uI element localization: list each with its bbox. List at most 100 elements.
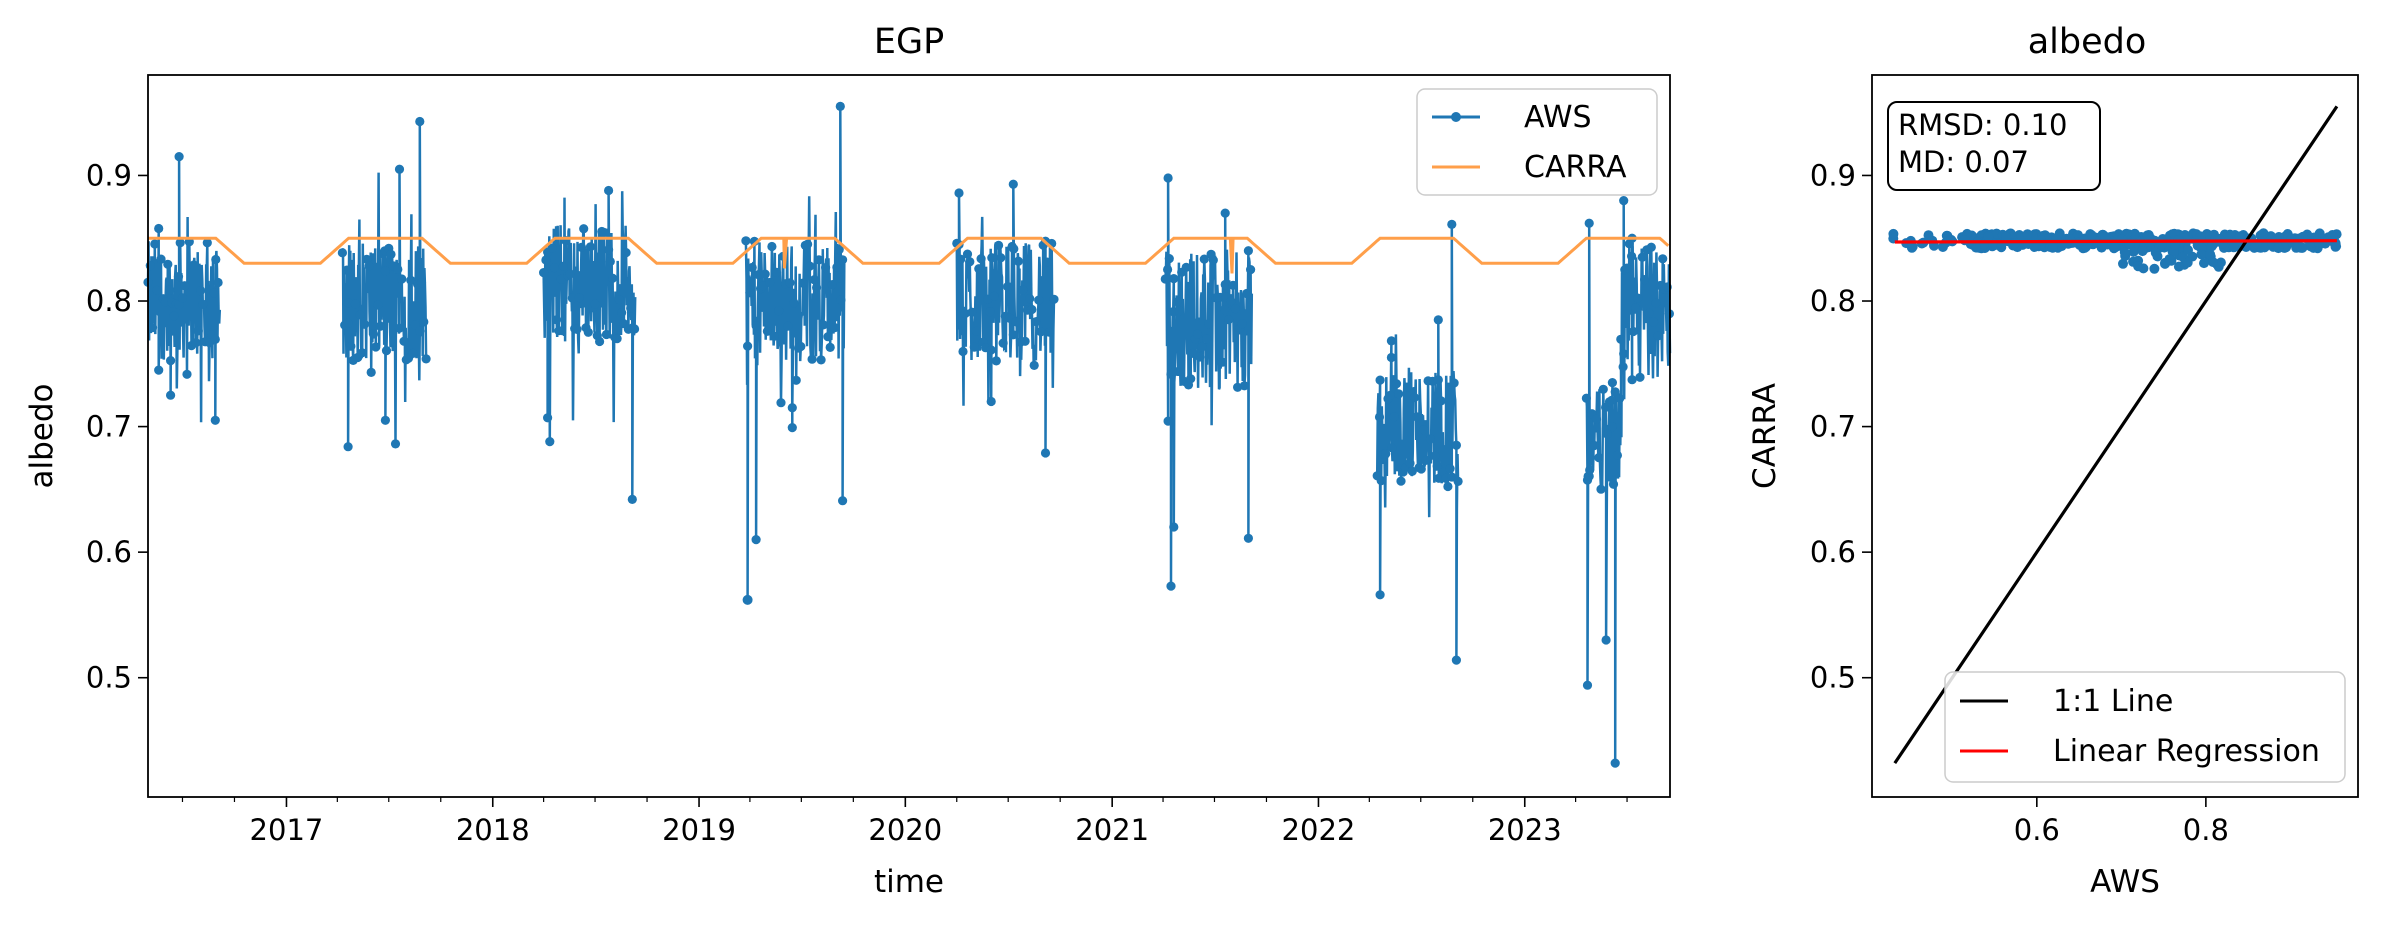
aws-data-point	[832, 262, 842, 272]
aws-data-point	[1628, 326, 1638, 337]
aws-data-point	[211, 254, 221, 265]
scatter-point	[2022, 229, 2033, 240]
scatter-point	[2047, 242, 2058, 253]
aws-data-point	[1607, 395, 1617, 405]
y-tick-label: 0.6	[1810, 535, 1856, 569]
aws-data-point	[565, 269, 575, 279]
legend-regression-label: Linear Regression	[2053, 734, 2320, 769]
aws-data-point	[751, 535, 761, 545]
aws-data-point	[1584, 218, 1594, 228]
aws-data-point	[834, 245, 844, 255]
aws-data-point	[605, 256, 615, 267]
scatter-point	[2001, 232, 2012, 242]
aws-data-point	[1169, 274, 1179, 284]
aws-data-point	[1453, 476, 1463, 486]
aws-data-point	[1226, 296, 1236, 306]
aws-data-point	[1160, 274, 1170, 284]
aws-data-point	[1443, 481, 1453, 492]
aws-data-point	[1169, 522, 1179, 532]
aws-data-point	[182, 369, 192, 379]
aws-data-point	[364, 261, 374, 271]
aws-data-point	[547, 243, 557, 253]
aws-data-point	[1172, 297, 1182, 307]
aws-data-point	[373, 300, 383, 310]
stats-box-frame	[1887, 101, 2101, 191]
aws-data-point	[954, 188, 964, 198]
aws-data-point	[1607, 421, 1617, 432]
aws-data-point	[816, 355, 826, 365]
aws-data-point	[355, 310, 365, 320]
scatter-point	[1983, 231, 1994, 242]
aws-data-point	[342, 265, 352, 275]
aws-data-point	[745, 288, 755, 298]
aws-data-point	[627, 494, 637, 504]
x-axis-label-left: time	[874, 864, 944, 900]
aws-data-point	[827, 280, 838, 290]
aws-data-point	[787, 403, 797, 413]
scatter-point	[2149, 263, 2160, 274]
aws-data-point	[1396, 476, 1406, 486]
aws-data-point	[630, 324, 640, 334]
aws-data-point	[1385, 390, 1395, 400]
aws-data-point	[814, 255, 824, 265]
aws-data-point	[818, 320, 829, 330]
x-tick-label: 2017	[250, 813, 324, 847]
aws-data-point	[371, 342, 381, 352]
x-tick-label: 2023	[1488, 813, 1562, 847]
aws-data-point	[617, 308, 627, 318]
aws-data-point	[1598, 384, 1608, 394]
aws-data-point	[346, 341, 356, 351]
scatter-point	[2259, 242, 2270, 253]
aws-data-point	[825, 342, 835, 352]
aws-data-point	[1445, 464, 1455, 474]
aws-data-point	[549, 263, 560, 273]
aws-data-point	[762, 326, 773, 336]
aws-data-point	[785, 278, 795, 288]
x-axis-label-right: AWS	[2090, 864, 2160, 900]
aws-data-point	[539, 268, 549, 278]
aws-data-point	[1034, 295, 1044, 305]
aws-data-point	[1018, 285, 1028, 295]
legend-aws-label: AWS	[1524, 100, 1592, 135]
right-axes-frame	[1871, 74, 2359, 798]
aws-data-point	[174, 152, 184, 162]
aws-data-point	[1202, 334, 1212, 344]
y-axis-label-left: albedo	[24, 383, 60, 488]
legend-left: AWS CARRA	[1416, 88, 1658, 196]
aws-data-point	[1386, 336, 1396, 346]
aws-data-point	[1610, 387, 1620, 397]
scatter-point	[2206, 241, 2217, 252]
chart-title-left: EGP	[874, 22, 944, 62]
aws-data-point	[1031, 317, 1041, 327]
aws-data-point	[1163, 264, 1173, 275]
y-tick-label: 0.7	[1810, 410, 1856, 444]
legend-one-to-one-label: 1:1 Line	[2053, 684, 2173, 719]
left-y-ticks: 0.5 0.6 0.7 0.8 0.9	[86, 158, 148, 695]
aws-data-point	[789, 298, 799, 308]
aws-data-point	[558, 261, 569, 271]
aws-data-point	[583, 327, 593, 337]
aws-data-point	[621, 248, 631, 258]
aws-data-point	[193, 326, 203, 336]
aws-data-point	[991, 356, 1001, 366]
aws-data-point	[572, 324, 582, 334]
right-y-ticks: 0.5 0.6 0.7 0.8 0.9	[1810, 158, 1872, 695]
md-text: MD: 0.07	[1898, 145, 2029, 179]
aws-data-point	[394, 323, 405, 333]
aws-data-point	[823, 332, 833, 342]
aws-data-point	[1003, 282, 1013, 292]
scatter-point	[2207, 257, 2218, 267]
aws-data-point	[1375, 375, 1385, 385]
time-series-panel: EGP 2017 2018 2019 2020 2021 2022 2023 0.50.60…	[24, 22, 1674, 900]
aws-data-point	[838, 496, 848, 506]
aws-data-point	[543, 413, 553, 423]
aws-data-point	[599, 227, 609, 238]
aws-data-point	[1419, 425, 1429, 435]
scatter-point	[2205, 249, 2216, 260]
aws-data-point	[154, 223, 164, 234]
aws-data-point	[812, 282, 822, 293]
x-tick-label: 2018	[456, 813, 530, 847]
aws-series-line	[1164, 177, 1254, 587]
aws-data-point	[965, 257, 975, 267]
